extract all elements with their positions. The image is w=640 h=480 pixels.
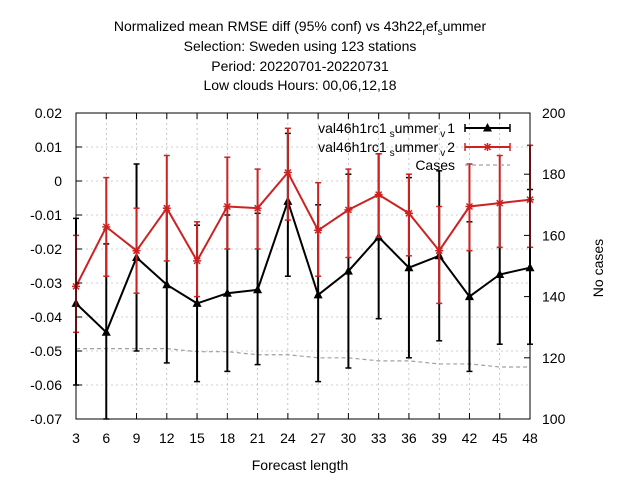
- x-axis-label: Forecast length: [252, 457, 349, 473]
- data-point: [343, 266, 353, 275]
- x-tick-label: 12: [159, 430, 175, 446]
- data-point: [344, 205, 353, 214]
- series-line: [75, 170, 531, 287]
- x-tick-label: 6: [102, 430, 110, 446]
- x-tick-label: 48: [522, 430, 538, 446]
- x-tick-label: 27: [310, 430, 326, 446]
- y-tick-label: -0.01: [30, 207, 62, 223]
- x-tick-label: 42: [462, 430, 478, 446]
- data-point: [374, 190, 383, 199]
- x-tick-labels: 3 6 9 12 15 18 21 24 27 30 33 36 39 42 45 48: [72, 430, 538, 446]
- x-tick-label: 3: [72, 430, 80, 446]
- title-line-1: Normalized mean RMSE diff (95% conf) vs …: [114, 18, 487, 38]
- data-point: [465, 202, 474, 211]
- y-tick-label: -0.06: [30, 377, 62, 393]
- legend-marker: [483, 123, 492, 132]
- y2-tick-label: 180: [542, 166, 566, 182]
- legend-label: val46h1rc1 summer v 1: [318, 120, 455, 140]
- data-point: [404, 209, 413, 218]
- title-line-3: Period: 20220701-20220731: [211, 58, 389, 74]
- data-point: [223, 202, 232, 211]
- y2-tick-label: 100: [542, 411, 566, 427]
- data-point: [435, 246, 444, 255]
- series-1: [71, 132, 535, 420]
- data-point: [495, 269, 505, 278]
- data-point: [132, 246, 141, 255]
- cases-line: [76, 348, 530, 368]
- y2-tick-label: 120: [542, 350, 566, 366]
- x-tick-label: 30: [341, 430, 357, 446]
- title-line-4: Low clouds Hours: 00,06,12,18: [203, 77, 396, 93]
- x-tick-label: 18: [220, 430, 236, 446]
- data-point: [464, 291, 474, 301]
- data-point: [222, 288, 232, 297]
- y2-tick-labels: 100 120 140 160 180 200: [542, 105, 566, 427]
- legend-marker: [483, 143, 492, 151]
- y2-tick-label: 140: [542, 289, 566, 305]
- legend-label: val46h1rc1 summer v 2: [318, 139, 455, 159]
- data-point: [253, 284, 263, 294]
- y-tick-label: 0.02: [35, 105, 62, 121]
- y-tick-label: -0.05: [30, 343, 62, 359]
- data-point: [314, 226, 323, 235]
- data-point: [404, 262, 414, 272]
- x-tick-label: 21: [250, 430, 266, 446]
- x-tick-label: 45: [492, 430, 508, 446]
- data-point: [253, 204, 262, 213]
- series-2: [72, 127, 534, 334]
- y-tick-labels: 0.02 0.01 0 -0.01 -0.02 -0.03 -0.04 -0.05 -0.06 -…: [30, 105, 62, 427]
- x-tick-label: 24: [280, 430, 296, 446]
- data-point: [162, 204, 171, 213]
- data-series: [71, 127, 535, 420]
- legend-item-1: val46h1rc1 summer v 1: [318, 120, 511, 140]
- y2-tick-label: 200: [542, 105, 566, 121]
- data-point: [162, 279, 172, 289]
- data-point: [495, 199, 504, 208]
- data-point: [193, 256, 202, 265]
- x-tick-label: 9: [133, 430, 141, 446]
- y-tick-label: 0.01: [35, 139, 62, 155]
- y-tick-label: -0.03: [30, 275, 62, 291]
- data-point: [313, 289, 323, 299]
- plot-frame: [75, 112, 531, 420]
- legend-item-3: Cases: [415, 157, 510, 173]
- x-tick-label: 33: [371, 430, 387, 446]
- grid: [76, 113, 530, 419]
- y2-tick-label: 160: [542, 227, 566, 243]
- y-tick-label: -0.04: [30, 309, 62, 325]
- x-tick-label: 15: [189, 430, 205, 446]
- x-tick-label: 39: [431, 430, 447, 446]
- x-tick-label: 36: [401, 430, 417, 446]
- cases-series: [76, 348, 530, 368]
- data-point: [192, 298, 202, 307]
- title-line-2: Selection: Sweden using 123 stations: [184, 38, 417, 54]
- data-point: [102, 222, 111, 231]
- y-tick-label: 0: [54, 173, 62, 189]
- y-tick-label: -0.02: [30, 241, 62, 257]
- error-bar: [436, 205, 443, 305]
- y-tick-label: -0.07: [30, 411, 62, 427]
- axis-ticks: [75, 112, 531, 420]
- data-point: [101, 327, 111, 336]
- series-line: [75, 198, 531, 335]
- legend-label: Cases: [415, 157, 455, 173]
- chart-title: Normalized mean RMSE diff (95% conf) vs …: [114, 18, 487, 93]
- y2-axis-label: No cases: [590, 239, 606, 297]
- legend-item-2: val46h1rc1 summer v 2: [318, 139, 511, 159]
- data-point: [283, 168, 292, 177]
